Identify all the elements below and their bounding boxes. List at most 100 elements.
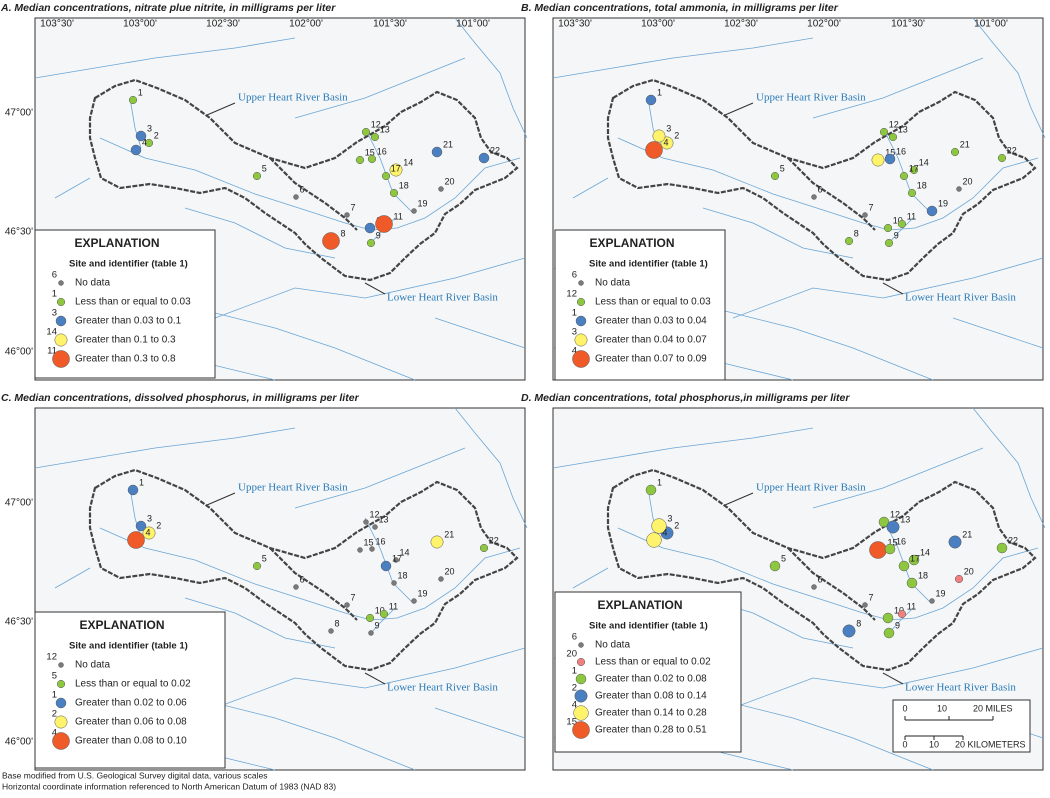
legend-symbol (576, 657, 586, 667)
legend-symbol (52, 732, 70, 750)
site-marker (293, 194, 299, 200)
basin-boundary (88, 468, 519, 672)
site-marker (906, 577, 918, 589)
legend-subtitle: Site and identifier (table 1) (589, 259, 708, 270)
river (972, 407, 1046, 529)
legend-label: Greater than 0.08 to 0.14 (595, 691, 707, 702)
leader-line (882, 672, 904, 685)
legend-symbol (55, 697, 67, 709)
site-id: 17 (391, 163, 401, 173)
site-id: 22 (1007, 145, 1017, 155)
site-marker (364, 222, 376, 234)
site-id: 4 (662, 527, 667, 537)
legend-site-id: 1 (572, 666, 577, 677)
longitude-label: 103°30' (40, 19, 74, 30)
legend-symbol (56, 297, 66, 307)
site-id: 15 (885, 147, 895, 157)
legend-symbol (575, 315, 587, 327)
site-marker (130, 144, 142, 156)
legend-subtitle: Site and identifier (table 1) (589, 621, 708, 632)
site-id: 11 (907, 601, 916, 611)
legend-site-id: 15 (566, 717, 577, 728)
leader-line (206, 102, 236, 116)
legend-title: EXPLANATION (589, 236, 674, 250)
site-id: 10 (893, 215, 903, 225)
site-id: 12 (889, 119, 899, 129)
site-marker (883, 223, 893, 233)
site-id: 21 (962, 529, 972, 539)
site-marker (411, 598, 417, 604)
site-id: 12 (371, 119, 381, 129)
site-id: 3 (147, 513, 152, 523)
river (214, 647, 526, 709)
site-marker (252, 171, 262, 181)
site-id: 6 (300, 184, 305, 194)
site-marker (899, 171, 909, 181)
scale-label: 20 MILES (973, 703, 1013, 713)
longitude-label: 102°00' (807, 19, 841, 30)
site-id: 20 (964, 566, 974, 576)
site-marker (391, 580, 397, 586)
site-marker (645, 94, 657, 106)
scale-label: 10 (937, 703, 947, 713)
scale-label: 0 (902, 739, 907, 749)
legend-site-id: 1 (52, 690, 57, 701)
latitude-label: 46°30' (5, 227, 33, 238)
site-id: 4 (146, 527, 151, 537)
river (214, 257, 526, 319)
legend: EXPLANATION Site and identifier (table 1)… (34, 229, 216, 379)
site-marker (996, 542, 1008, 554)
river (34, 37, 296, 79)
site-id: 14 (400, 547, 410, 557)
river (434, 317, 526, 349)
site-marker (430, 535, 444, 549)
site-id: 1 (657, 477, 662, 487)
site-id: 5 (781, 553, 786, 563)
site-id: 7 (869, 202, 874, 212)
site-marker (909, 165, 919, 175)
site-id: 17 (392, 553, 402, 563)
site-marker (770, 171, 780, 181)
leader-line (364, 282, 386, 295)
footnote: Base modified from U.S. Geological Surve… (2, 770, 268, 780)
site-id: 9 (376, 230, 381, 240)
river (572, 567, 609, 589)
site-marker (888, 132, 898, 142)
site-marker (997, 153, 1007, 163)
legend-site-id: 1 (52, 289, 57, 300)
river (370, 607, 396, 634)
legend-label: No data (595, 640, 630, 651)
legend-label: Greater than 0.02 to 0.06 (75, 698, 187, 709)
river (732, 647, 1044, 709)
site-marker (370, 132, 380, 142)
legend-symbol (52, 350, 70, 368)
site-marker (438, 576, 444, 582)
legend-site-id: 6 (572, 270, 577, 281)
river (572, 177, 609, 199)
legend-symbol (574, 689, 588, 703)
basin-label: Upper Heart River Basin (756, 92, 866, 104)
site-id: 5 (262, 163, 267, 173)
river (34, 427, 296, 469)
river (99, 527, 521, 621)
site-marker (379, 609, 389, 619)
site-marker (898, 560, 910, 572)
legend-label: Greater than 0.08 to 0.10 (75, 736, 187, 747)
site-id: 11 (389, 601, 398, 611)
legend-label: Less than or equal to 0.02 (75, 679, 191, 690)
site-id: 3 (666, 123, 671, 133)
legend-label: Greater than 0.06 to 0.08 (75, 717, 187, 728)
legend-symbol (574, 333, 588, 347)
site-id: 9 (895, 620, 900, 630)
river (972, 17, 1046, 139)
site-marker (252, 561, 262, 571)
legend-label: Greater than 0.1 to 0.3 (75, 335, 176, 346)
longitude-label: 101°00' (456, 19, 490, 30)
site-id: 13 (380, 124, 390, 134)
river (617, 137, 1039, 231)
legend: EXPLANATION Site and identifier (table 1)… (34, 611, 226, 769)
site-id: 15 (888, 537, 898, 547)
river (617, 527, 1039, 621)
site-id: 2 (156, 520, 161, 530)
longitude-label: 102°30' (206, 19, 240, 30)
